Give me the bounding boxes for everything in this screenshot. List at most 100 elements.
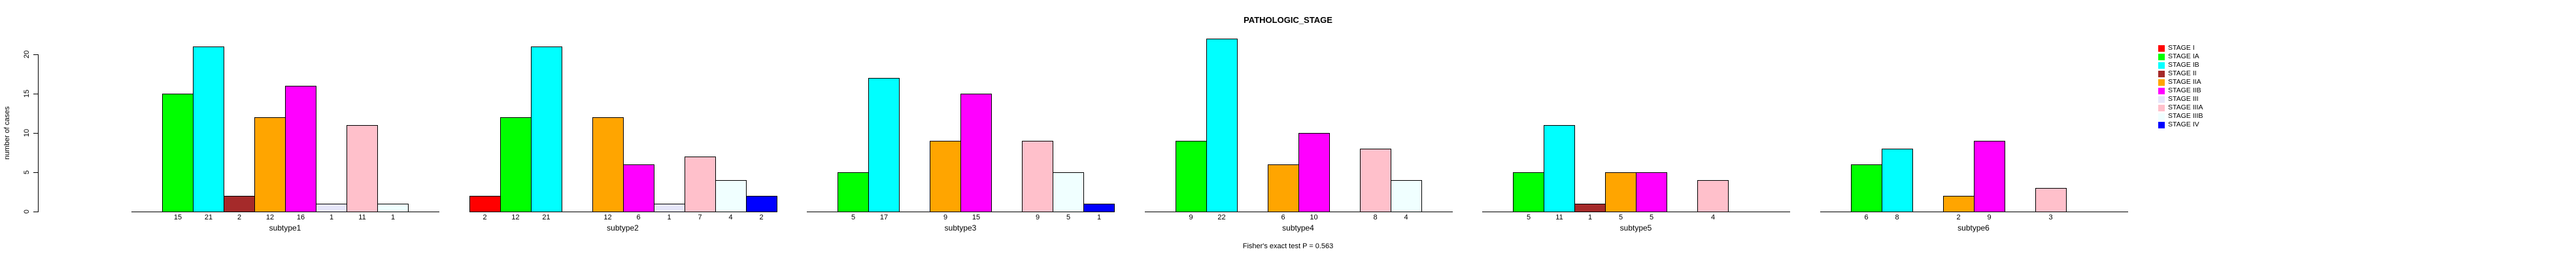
y-axis-tick-label: 20 bbox=[23, 50, 31, 59]
bar bbox=[224, 196, 255, 212]
bar bbox=[715, 180, 747, 212]
bar bbox=[1175, 141, 1207, 212]
bar-value-label: 15 bbox=[173, 214, 182, 221]
fisher-test-annotation: Fisher's exact test P = 0.563 bbox=[1242, 242, 1334, 250]
legend-item: STAGE I bbox=[2158, 44, 2203, 52]
legend-item: STAGE IIIA bbox=[2158, 103, 2203, 112]
legend-label: STAGE IB bbox=[2168, 61, 2199, 69]
legend-item: STAGE IB bbox=[2158, 61, 2203, 69]
bar bbox=[316, 204, 347, 212]
bar bbox=[960, 94, 992, 212]
bar bbox=[1390, 180, 1422, 212]
chart-title: PATHOLOGIC_STAGE bbox=[1244, 15, 1332, 25]
bar bbox=[285, 86, 316, 212]
legend-swatch bbox=[2158, 62, 2165, 69]
y-axis-tick-label: 10 bbox=[23, 128, 31, 138]
bar bbox=[653, 204, 685, 212]
bar-value-label: 9 bbox=[943, 214, 948, 221]
group-label: subtype2 bbox=[607, 223, 639, 233]
group-label: subtype4 bbox=[1282, 223, 1314, 233]
bar-value-label: 8 bbox=[1373, 214, 1378, 221]
bar bbox=[930, 141, 961, 212]
bar bbox=[868, 78, 900, 212]
bar bbox=[1053, 172, 1084, 212]
bar bbox=[469, 196, 501, 212]
group-label: subtype1 bbox=[269, 223, 301, 233]
bar bbox=[1605, 172, 1636, 212]
bar bbox=[1636, 172, 1667, 212]
bar bbox=[622, 164, 654, 212]
bar-value-label: 5 bbox=[1526, 214, 1531, 221]
bar-value-label: 11 bbox=[358, 214, 366, 221]
bar-value-label: 12 bbox=[511, 214, 520, 221]
bar bbox=[1881, 149, 1913, 212]
bar-value-label: 6 bbox=[1864, 214, 1869, 221]
bar bbox=[1083, 204, 1115, 212]
bar bbox=[1697, 180, 1729, 212]
legend-label: STAGE IIB bbox=[2168, 86, 2201, 94]
bar-value-label: 4 bbox=[1710, 214, 1716, 221]
bar bbox=[1850, 164, 1882, 212]
legend-swatch bbox=[2158, 79, 2165, 86]
bar bbox=[1513, 172, 1544, 212]
bar bbox=[1022, 141, 1053, 212]
legend-swatch bbox=[2158, 70, 2165, 77]
bar-value-label: 16 bbox=[296, 214, 305, 221]
bar-value-label: 4 bbox=[1404, 214, 1408, 221]
legend-item: STAGE II bbox=[2158, 69, 2203, 78]
legend-swatch bbox=[2158, 87, 2165, 94]
bar-value-label: 2 bbox=[483, 214, 487, 221]
legend-item: STAGE IV bbox=[2158, 121, 2203, 129]
bar bbox=[1544, 125, 1575, 212]
bar-value-label: 7 bbox=[698, 214, 702, 221]
bar-value-label: 5 bbox=[1066, 214, 1071, 221]
legend-label: STAGE IIIA bbox=[2168, 103, 2203, 111]
bar-value-label: 3 bbox=[2048, 214, 2053, 221]
bar-value-label: 12 bbox=[603, 214, 612, 221]
bar-value-label: 1 bbox=[667, 214, 671, 221]
bar-value-label: 11 bbox=[1555, 214, 1563, 221]
bar bbox=[1298, 133, 1330, 212]
bar bbox=[2035, 188, 2067, 212]
group-label: subtype5 bbox=[1619, 223, 1652, 233]
bar-value-label: 17 bbox=[879, 214, 889, 221]
y-axis-label: number of cases bbox=[3, 106, 11, 160]
legend-label: STAGE III bbox=[2168, 95, 2199, 103]
y-axis-line bbox=[38, 54, 39, 212]
bar bbox=[1267, 164, 1299, 212]
bar bbox=[838, 172, 869, 212]
bar bbox=[500, 117, 532, 212]
bar bbox=[530, 47, 562, 212]
legend-label: STAGE IV bbox=[2168, 121, 2199, 128]
legend-item: STAGE IIIB bbox=[2158, 112, 2203, 121]
bar bbox=[1973, 141, 2005, 212]
bar-value-label: 12 bbox=[265, 214, 275, 221]
y-axis-tick bbox=[33, 54, 38, 55]
legend-label: STAGE II bbox=[2168, 69, 2197, 77]
y-axis-tick-label: 15 bbox=[23, 89, 31, 98]
legend-swatch bbox=[2158, 104, 2165, 111]
bar-value-label: 5 bbox=[851, 214, 856, 221]
bar-value-label: 9 bbox=[1035, 214, 1040, 221]
bar-value-label: 9 bbox=[1189, 214, 1193, 221]
legend-swatch bbox=[2158, 45, 2165, 52]
bar-value-label: 10 bbox=[1310, 214, 1318, 221]
legend-item: STAGE III bbox=[2158, 95, 2203, 103]
bar-value-label: 8 bbox=[1895, 214, 1899, 221]
bar bbox=[745, 196, 777, 212]
bar-value-label: 5 bbox=[1649, 214, 1654, 221]
bar bbox=[1574, 204, 1606, 212]
bar-value-label: 5 bbox=[1618, 214, 1623, 221]
bar bbox=[193, 47, 224, 212]
bar-value-label: 9 bbox=[1987, 214, 1991, 221]
legend-item: STAGE IA bbox=[2158, 52, 2203, 61]
legend-item: STAGE IIB bbox=[2158, 86, 2203, 95]
bar-value-label: 2 bbox=[237, 214, 242, 221]
legend-label: STAGE IIIB bbox=[2168, 112, 2203, 120]
bar bbox=[1942, 196, 1974, 212]
bar-value-label: 2 bbox=[1956, 214, 1961, 221]
bar-value-label: 2 bbox=[759, 214, 764, 221]
bar-value-label: 1 bbox=[390, 214, 396, 221]
bar-value-label: 1 bbox=[1587, 214, 1593, 221]
bar-value-label: 21 bbox=[542, 214, 551, 221]
